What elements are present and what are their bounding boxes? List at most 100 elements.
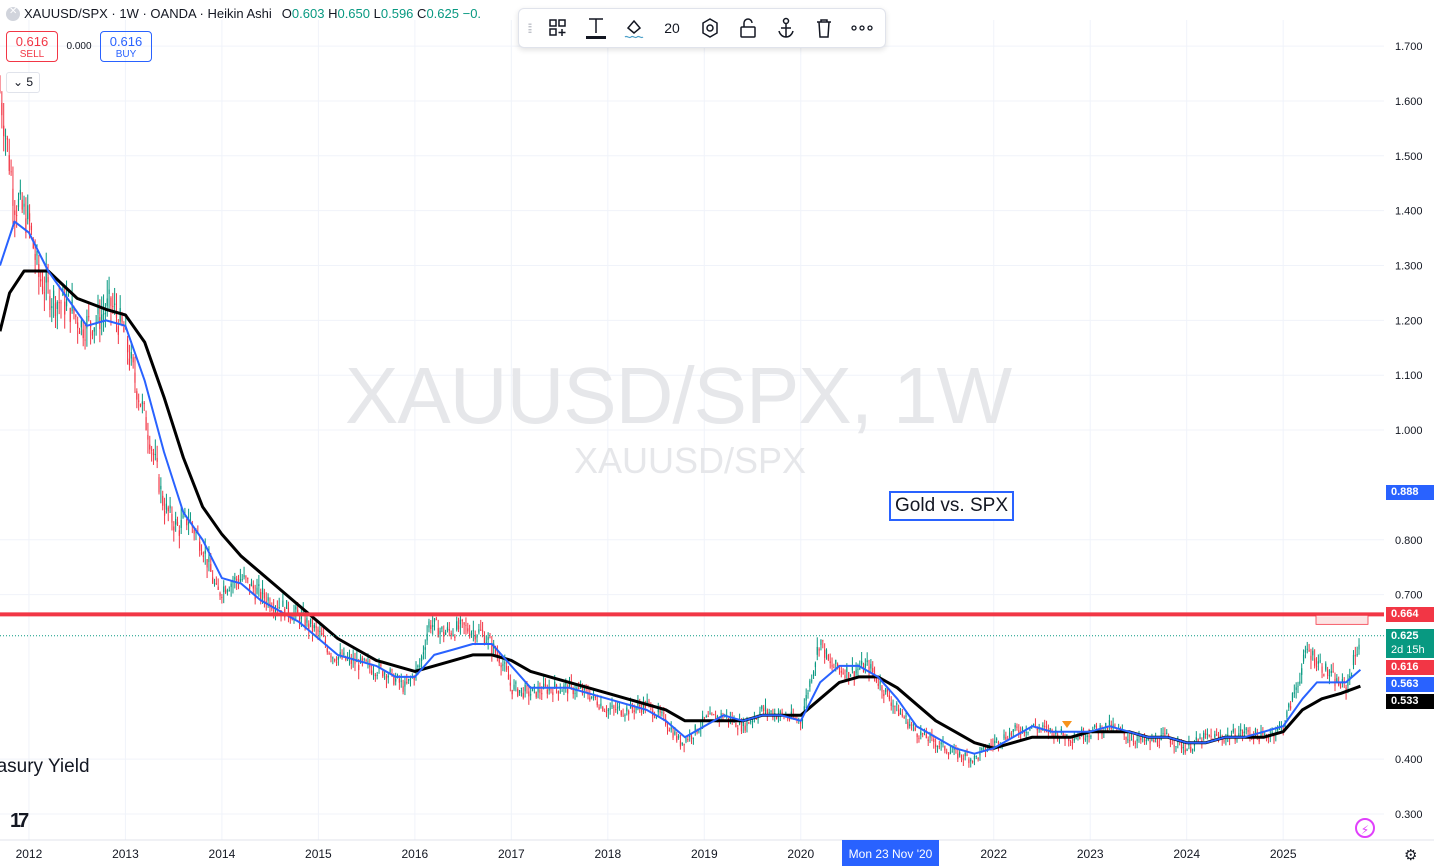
candle-body <box>245 576 247 578</box>
candle-body <box>494 648 497 653</box>
candle-body <box>555 685 558 689</box>
candle-body <box>1099 725 1101 730</box>
candle-body <box>1010 733 1013 735</box>
candle-body <box>200 552 203 555</box>
candle-body <box>165 503 168 510</box>
candle-body <box>328 652 330 654</box>
price-axis[interactable]: 1.700 1.600 1.500 1.400 1.300 1.200 1.100 1.000… <box>1384 0 1434 866</box>
candle-body <box>872 668 874 673</box>
time-tick-label: 2019 <box>691 847 718 861</box>
candle-body <box>335 661 338 663</box>
candle-body <box>334 659 336 661</box>
candle-body <box>1326 669 1329 676</box>
candle-body <box>1321 666 1323 673</box>
ma-fast-price-badge[interactable]: 0.563 <box>1386 677 1434 692</box>
more-icon[interactable] <box>843 9 881 47</box>
candle-body <box>480 629 482 631</box>
candle-body <box>886 689 889 692</box>
font-size-button[interactable]: 20 <box>664 20 680 36</box>
time-tick-label: 2018 <box>594 847 621 861</box>
candle-body <box>1075 738 1077 740</box>
tradingview-logo-icon[interactable]: 17 <box>10 810 29 832</box>
last-price-badge[interactable]: 0.625 2d 15h <box>1386 629 1434 658</box>
candle-body <box>152 452 155 456</box>
candle-body <box>1241 731 1244 735</box>
candle-body <box>430 625 432 629</box>
alert-price-badge[interactable]: 0.888 <box>1386 485 1434 500</box>
candle-body <box>803 706 805 713</box>
time-tick-label: 2017 <box>498 847 525 861</box>
candle-body <box>1086 735 1088 738</box>
candle-body <box>702 716 704 722</box>
anchor-icon[interactable] <box>767 9 805 47</box>
candle-body <box>1094 724 1096 728</box>
candle-body <box>435 618 437 620</box>
time-axis[interactable]: 2012 2013 2014 2015 2016 2017 2018 2019 2020 2022… <box>0 839 1434 861</box>
candle-body <box>1291 692 1294 701</box>
candle-body <box>944 746 946 751</box>
candle-body <box>1136 738 1138 742</box>
candle-body <box>966 754 968 756</box>
candle-body <box>263 593 266 599</box>
candle-body <box>507 674 510 680</box>
candle-body <box>624 715 626 717</box>
close-symbol-icon[interactable] <box>6 6 20 21</box>
candle-body <box>848 672 850 679</box>
candle-body <box>609 708 611 710</box>
candle-body <box>241 579 243 581</box>
candle-body <box>330 655 332 658</box>
candle-body <box>1286 711 1288 718</box>
lock-icon[interactable] <box>729 9 767 47</box>
template-icon[interactable] <box>539 9 577 47</box>
settings-icon[interactable] <box>691 9 729 47</box>
sell-button[interactable]: 0.616 SELL <box>6 31 58 62</box>
bid-price-badge[interactable]: 0.616 <box>1386 660 1434 675</box>
candle-body <box>997 742 1000 746</box>
candle-body <box>1173 745 1175 747</box>
gear-icon[interactable]: ⚙ <box>1404 847 1418 864</box>
candle-body <box>594 695 596 698</box>
text-color-icon[interactable] <box>577 9 615 47</box>
candle-body <box>385 676 388 680</box>
buy-button[interactable]: 0.616 BUY <box>100 31 152 62</box>
trade-buttons: 0.616 SELL 0.000 0.616 BUY <box>0 31 152 62</box>
candle-body <box>1138 735 1140 738</box>
text-note-gold-vs-spx[interactable]: Gold vs. SPX <box>889 491 1014 521</box>
candle-body <box>596 701 598 706</box>
candle-body <box>363 658 365 660</box>
watermark-title: XAUUSD/SPX, 1W <box>345 351 1012 440</box>
time-tick-label: 2024 <box>1173 847 1200 861</box>
candle-body <box>1184 749 1186 753</box>
trash-icon[interactable] <box>805 9 843 47</box>
candle-body <box>25 218 27 233</box>
candle-body <box>189 519 192 521</box>
candle-body <box>110 297 112 306</box>
text-note-treasury-yield[interactable]: easury Yield <box>0 756 90 777</box>
candle-body <box>437 628 439 638</box>
candle-body <box>383 672 386 675</box>
candle-body <box>474 634 476 640</box>
candle-body <box>670 727 672 730</box>
candle-body <box>1025 731 1027 733</box>
level-price-badge[interactable]: 0.664 <box>1386 607 1434 622</box>
candle-body <box>935 744 937 747</box>
candle-body <box>1204 733 1207 735</box>
candle-body <box>1129 740 1131 742</box>
candle-body <box>239 579 241 582</box>
candle-body <box>1180 744 1183 750</box>
candle-body <box>138 400 140 402</box>
candle-body <box>285 600 288 609</box>
candle-body <box>812 671 815 676</box>
candle-body <box>1073 738 1075 741</box>
symbol-title[interactable]: XAUUSD/SPX · 1W · OANDA · Heikin Ashi <box>24 6 272 21</box>
flash-icon[interactable]: ⚡ <box>1355 818 1375 838</box>
candle-body <box>1317 661 1319 664</box>
candle-body <box>139 403 142 407</box>
candle-body <box>298 618 301 624</box>
fill-color-icon[interactable] <box>615 9 653 47</box>
drag-handle-icon[interactable]: ⁞⁞ <box>527 20 532 36</box>
ma-slow-price-badge[interactable]: 0.533 <box>1386 694 1434 709</box>
candle-body <box>389 669 391 673</box>
indicators-toggle-button[interactable]: ⌄ 5 <box>6 72 41 93</box>
